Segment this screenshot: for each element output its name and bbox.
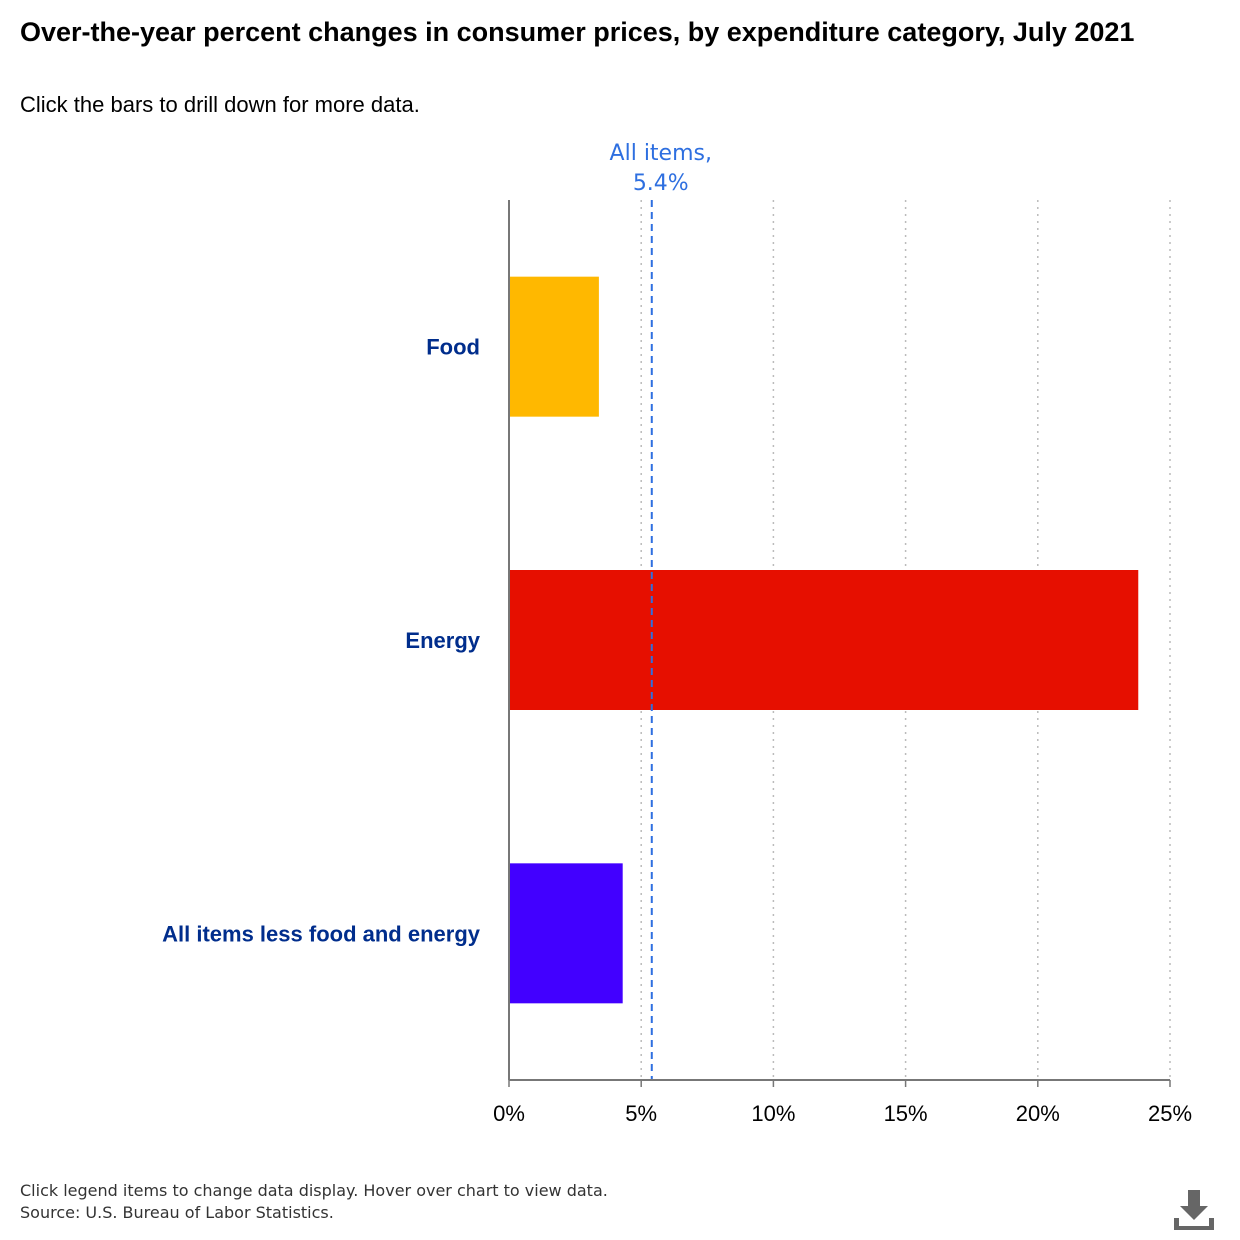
- footer-instructions: Click legend items to change data displa…: [20, 1181, 608, 1200]
- x-tick-label-5: 5%: [625, 1101, 657, 1126]
- bar-chart: Food Energy All items less food and energy…: [162, 141, 1192, 1126]
- footer-source: Source: U.S. Bureau of Labor Statistics.: [20, 1203, 334, 1222]
- bar-food[interactable]: [509, 276, 599, 417]
- x-tick-label-15: 15%: [884, 1101, 928, 1126]
- x-tick-label-25: 25%: [1148, 1101, 1192, 1126]
- chart-title: Over-the-year percent changes in consume…: [20, 17, 1135, 47]
- reference-label-value: 5.4%: [633, 171, 689, 196]
- bar-all-items-less-food-and-energy[interactable]: [509, 863, 623, 1004]
- x-tick-label-0: 0%: [493, 1101, 525, 1126]
- download-button[interactable]: [1172, 1188, 1216, 1232]
- category-label-food[interactable]: Food: [426, 335, 480, 360]
- download-icon: [1174, 1190, 1214, 1230]
- x-tick-label-20: 20%: [1016, 1101, 1060, 1126]
- category-label-all-items-less-food-and-energy[interactable]: All items less food and energy: [162, 921, 481, 946]
- reference-label-line1: All items,: [610, 141, 712, 166]
- category-label-energy[interactable]: Energy: [405, 628, 480, 653]
- bar-energy[interactable]: [509, 570, 1139, 710]
- chart-footer: Click legend items to change data displa…: [20, 1180, 608, 1224]
- x-tick-label-10: 10%: [751, 1101, 795, 1126]
- chart-subtitle: Click the bars to drill down for more da…: [20, 92, 420, 117]
